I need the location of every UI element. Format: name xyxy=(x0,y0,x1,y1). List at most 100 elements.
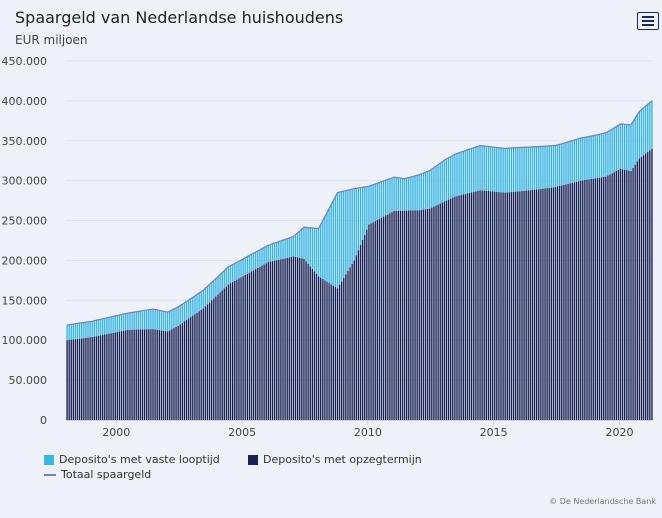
bar-opzegtermijn xyxy=(458,195,460,420)
x-tick-label: 2020 xyxy=(605,426,633,439)
bar-opzegtermijn xyxy=(561,185,563,420)
bar-vaste-looptijd xyxy=(288,237,290,258)
bar-vaste-looptijd xyxy=(548,145,550,188)
bar-opzegtermijn xyxy=(215,296,217,420)
bar-vaste-looptijd xyxy=(479,145,481,191)
bar-opzegtermijn xyxy=(481,190,483,420)
bar-opzegtermijn xyxy=(508,192,511,420)
bar-opzegtermijn xyxy=(504,192,506,420)
legend-item-vaste-looptijd[interactable]: Deposito's met vaste looptijd xyxy=(44,453,220,466)
bar-opzegtermijn xyxy=(548,187,550,420)
bar-opzegtermijn xyxy=(242,276,244,420)
bar-opzegtermijn xyxy=(290,256,293,420)
bar-opzegtermijn xyxy=(150,329,152,420)
bar-vaste-looptijd xyxy=(473,147,475,192)
bar-opzegtermijn xyxy=(544,188,546,420)
bar-opzegtermijn xyxy=(521,191,523,420)
bar-vaste-looptijd xyxy=(403,178,406,211)
y-tick-label: 350.000 xyxy=(2,135,48,148)
bar-vaste-looptijd xyxy=(462,151,464,195)
hamburger-menu-icon[interactable] xyxy=(637,12,659,30)
bar-opzegtermijn xyxy=(349,267,351,420)
bar-vaste-looptijd xyxy=(301,229,303,259)
bar-opzegtermijn xyxy=(479,190,481,420)
bar-opzegtermijn xyxy=(95,336,98,420)
bar-opzegtermijn xyxy=(162,330,165,420)
bar-vaste-looptijd xyxy=(171,310,173,330)
bar-vaste-looptijd xyxy=(630,124,632,172)
bar-vaste-looptijd xyxy=(166,312,169,332)
bar-opzegtermijn xyxy=(246,273,249,420)
credits[interactable]: © De Nederlandsche Bank xyxy=(549,497,656,506)
bar-vaste-looptijd xyxy=(447,157,450,200)
bar-vaste-looptijd xyxy=(577,138,580,182)
bar-opzegtermijn xyxy=(433,206,435,420)
bar-vaste-looptijd xyxy=(475,147,477,192)
bar-vaste-looptijd xyxy=(385,180,387,216)
bar-opzegtermijn xyxy=(584,180,586,420)
x-tick-label: 2005 xyxy=(228,426,256,439)
legend-item-opzegtermijn[interactable]: Deposito's met opzegtermijn xyxy=(248,453,422,466)
bar-opzegtermijn xyxy=(464,193,467,420)
bar-opzegtermijn xyxy=(307,263,309,420)
x-tick-label: 2015 xyxy=(480,426,508,439)
bar-vaste-looptijd xyxy=(433,167,435,207)
bar-opzegtermijn xyxy=(640,156,643,420)
bar-opzegtermijn xyxy=(567,183,569,420)
bar-vaste-looptijd xyxy=(613,127,615,173)
bar-vaste-looptijd xyxy=(345,190,347,275)
bar-vaste-looptijd xyxy=(156,309,158,330)
bar-opzegtermijn xyxy=(517,191,519,420)
bar-vaste-looptijd xyxy=(634,118,636,165)
bar-opzegtermijn xyxy=(141,329,144,420)
bar-vaste-looptijd xyxy=(127,313,129,330)
bar-opzegtermijn xyxy=(496,191,498,420)
bar-opzegtermijn xyxy=(642,155,645,421)
bar-opzegtermijn xyxy=(546,188,548,420)
bar-vaste-looptijd xyxy=(431,169,433,208)
bar-vaste-looptijd xyxy=(231,264,234,283)
bar-opzegtermijn xyxy=(487,191,490,420)
bar-opzegtermijn xyxy=(267,262,270,420)
bar-vaste-looptijd xyxy=(642,107,645,156)
bar-vaste-looptijd xyxy=(506,148,508,193)
bar-opzegtermijn xyxy=(177,325,179,420)
legend-swatch xyxy=(248,454,258,465)
bar-vaste-looptijd xyxy=(219,274,221,293)
bar-vaste-looptijd xyxy=(265,246,267,264)
bar-vaste-looptijd xyxy=(196,294,198,313)
bar-opzegtermijn xyxy=(594,178,597,420)
bar-opzegtermijn xyxy=(462,194,464,420)
bar-opzegtermijn xyxy=(106,334,108,420)
bar-opzegtermijn xyxy=(93,336,95,420)
bar-vaste-looptijd xyxy=(387,179,389,215)
bar-vaste-looptijd xyxy=(148,309,150,330)
bar-vaste-looptijd xyxy=(519,147,521,192)
bar-vaste-looptijd xyxy=(517,147,519,192)
bar-opzegtermijn xyxy=(70,339,72,420)
bar-vaste-looptijd xyxy=(141,310,144,330)
bar-vaste-looptijd xyxy=(598,134,601,178)
bar-vaste-looptijd xyxy=(198,293,200,312)
bar-opzegtermijn xyxy=(131,329,133,420)
bar-opzegtermijn xyxy=(89,337,91,420)
bar-vaste-looptijd xyxy=(137,311,140,330)
bar-opzegtermijn xyxy=(303,258,305,420)
bar-opzegtermijn xyxy=(628,170,630,420)
legend-item-totaal[interactable]: Totaal spaargeld xyxy=(44,468,151,481)
bar-vaste-looptijd xyxy=(320,224,322,278)
bar-opzegtermijn xyxy=(519,191,521,420)
bar-opzegtermijn xyxy=(426,208,429,420)
bar-vaste-looptijd xyxy=(95,320,98,337)
bar-vaste-looptijd xyxy=(644,106,647,154)
bar-opzegtermijn xyxy=(429,208,431,420)
bar-vaste-looptijd xyxy=(420,173,423,210)
bar-opzegtermijn xyxy=(116,331,119,420)
bar-vaste-looptijd xyxy=(485,146,488,191)
bar-opzegtermijn xyxy=(477,190,479,420)
bar-opzegtermijn xyxy=(638,158,641,420)
bar-vaste-looptijd xyxy=(366,186,368,230)
bar-vaste-looptijd xyxy=(202,290,205,309)
bar-vaste-looptijd xyxy=(332,200,334,286)
bar-opzegtermijn xyxy=(299,257,301,420)
